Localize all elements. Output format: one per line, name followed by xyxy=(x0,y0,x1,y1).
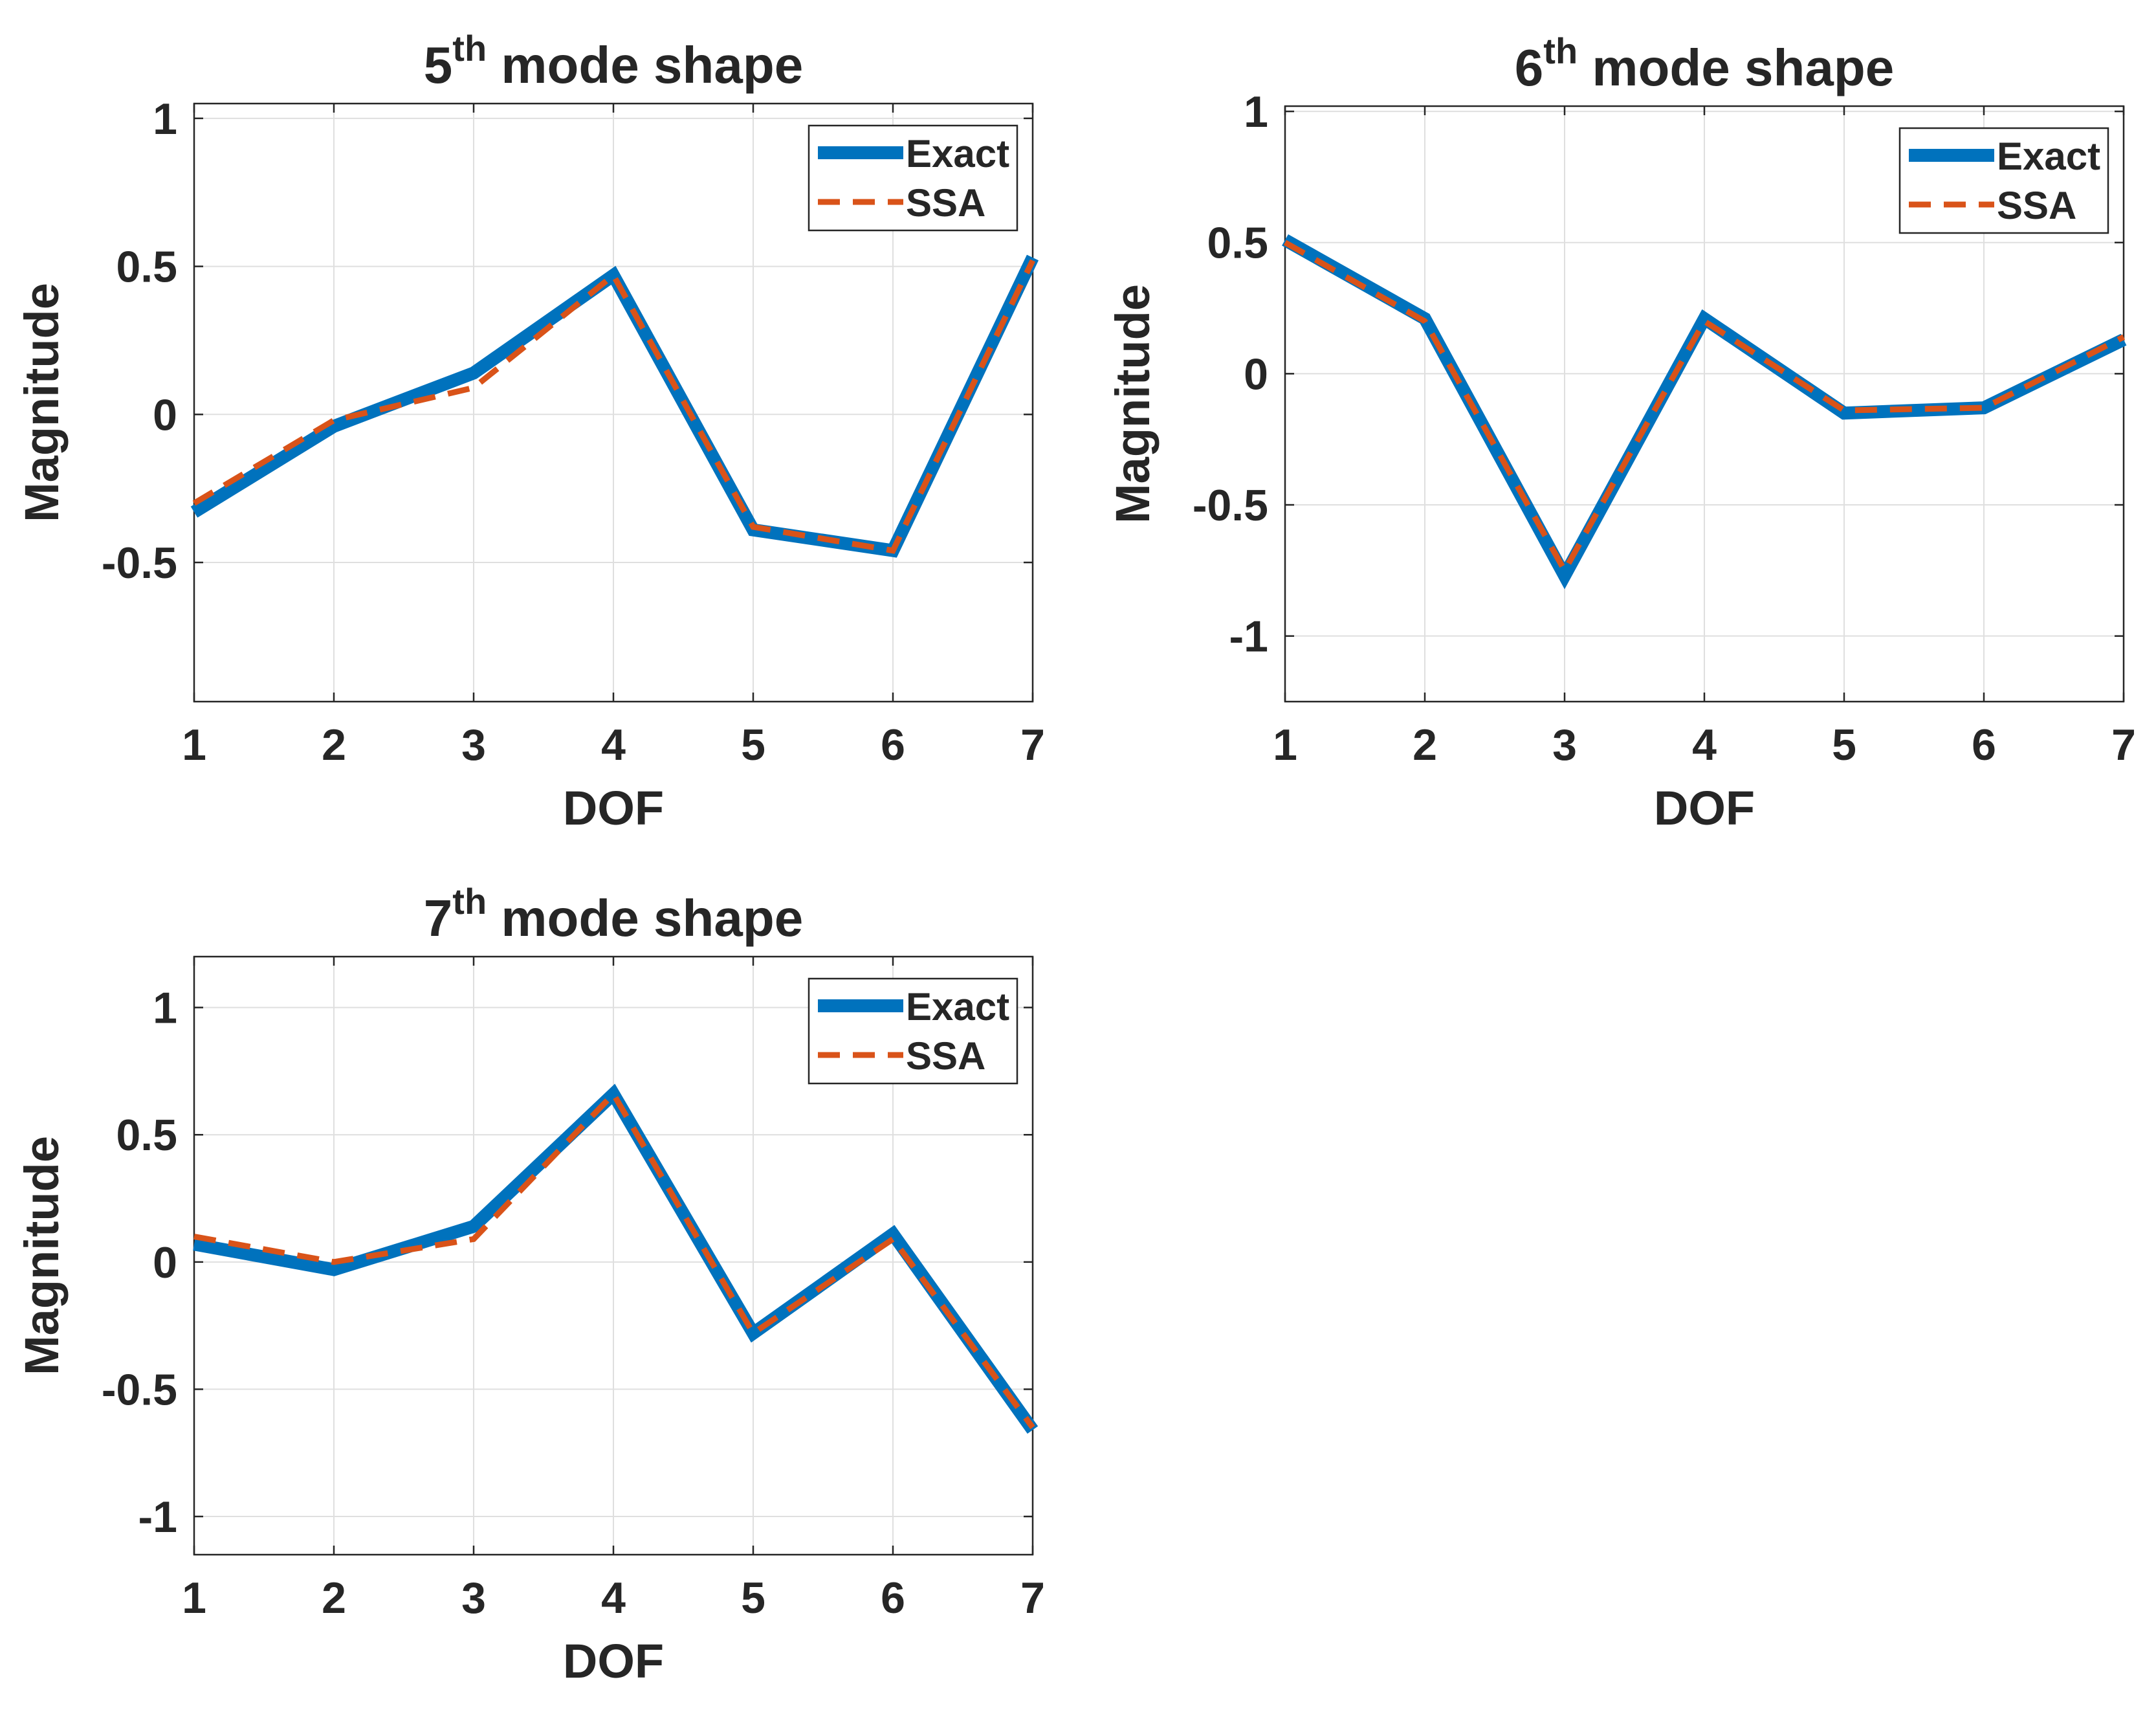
title-number: 6 xyxy=(1515,39,1544,96)
title-superscript: th xyxy=(1543,30,1578,71)
x-axis-label: DOF xyxy=(563,781,664,835)
title-number: 5 xyxy=(424,36,453,94)
x-tick-label: 3 xyxy=(461,1573,486,1623)
chart-title: 5th mode shape xyxy=(424,28,803,94)
y-tick-label: -1 xyxy=(1229,612,1268,661)
title-superscript: th xyxy=(452,28,487,69)
legend-label-ssa: SSA xyxy=(906,1034,985,1078)
x-tick-label: 1 xyxy=(1273,720,1297,770)
legend-label-ssa: SSA xyxy=(1997,184,2076,227)
x-tick-label: 6 xyxy=(881,1573,905,1623)
series-line-ssa xyxy=(193,1089,1035,1430)
x-tick-label: 3 xyxy=(461,720,486,770)
y-tick-label: 1 xyxy=(1244,87,1268,137)
series-line-exact xyxy=(193,1083,1039,1434)
x-tick-label: 1 xyxy=(182,1573,206,1623)
legend-label-ssa: SSA xyxy=(906,181,985,225)
y-tick-label: 0 xyxy=(1244,350,1268,399)
x-tick-label: 3 xyxy=(1552,720,1577,770)
x-tick-label: 4 xyxy=(601,720,626,770)
x-tick-label: 7 xyxy=(2111,720,2136,770)
x-tick-label: 5 xyxy=(741,720,765,770)
x-tick-label: 5 xyxy=(1832,720,1856,770)
y-tick-label: 0.5 xyxy=(116,243,177,292)
y-tick-label: 0 xyxy=(153,390,177,439)
chart-title: 7th mode shape xyxy=(424,881,803,947)
y-tick-label: -1 xyxy=(138,1493,177,1542)
y-tick-label: 0.5 xyxy=(116,1111,177,1160)
y-tick-label: 0.5 xyxy=(1207,219,1268,268)
legend: Exact SSA xyxy=(1898,127,2109,234)
legend-label-exact: Exact xyxy=(906,985,1009,1028)
legend-label-exact: Exact xyxy=(1997,135,2100,178)
x-tick-label: 6 xyxy=(1972,720,1996,770)
series-line-ssa xyxy=(192,259,1036,554)
y-axis-label: Magnitude xyxy=(15,283,69,522)
x-tick-label: 5 xyxy=(741,1573,765,1623)
y-tick-label: 0 xyxy=(153,1238,177,1287)
x-axis-label: DOF xyxy=(1654,781,1755,835)
x-tick-label: 4 xyxy=(1692,720,1717,770)
x-tick-label: 2 xyxy=(1413,720,1437,770)
x-tick-label: 2 xyxy=(322,1573,346,1623)
title-text: mode shape xyxy=(487,36,803,94)
legend-box xyxy=(808,124,1018,232)
title-superscript: th xyxy=(452,881,487,922)
title-text: mode shape xyxy=(1578,39,1894,96)
y-tick-label: -0.5 xyxy=(1193,481,1268,530)
title-number: 7 xyxy=(424,889,453,947)
x-tick-label: 7 xyxy=(1020,1573,1045,1623)
x-tick-label: 1 xyxy=(182,720,206,770)
legend: Exact SSA xyxy=(808,124,1018,232)
x-tick-label: 4 xyxy=(601,1573,626,1623)
y-tick-label: 1 xyxy=(153,94,177,144)
y-axis-label: Magnitude xyxy=(15,1136,69,1375)
y-tick-label: -0.5 xyxy=(102,1365,177,1414)
chart-title: 6th mode shape xyxy=(1515,30,1894,96)
legend-label-exact: Exact xyxy=(906,132,1009,175)
legend: Exact SSA xyxy=(808,977,1018,1085)
x-tick-label: 6 xyxy=(881,720,905,770)
x-axis-label: DOF xyxy=(563,1634,664,1688)
y-axis-label: Magnitude xyxy=(1106,284,1160,524)
x-tick-label: 2 xyxy=(322,720,346,770)
y-tick-label: -0.5 xyxy=(102,539,177,588)
series-line-ssa xyxy=(1283,239,2126,577)
legend-box xyxy=(808,977,1018,1085)
legend-box xyxy=(1898,127,2109,234)
x-tick-label: 7 xyxy=(1020,720,1045,770)
y-tick-label: 1 xyxy=(153,984,177,1033)
title-text: mode shape xyxy=(487,889,803,947)
